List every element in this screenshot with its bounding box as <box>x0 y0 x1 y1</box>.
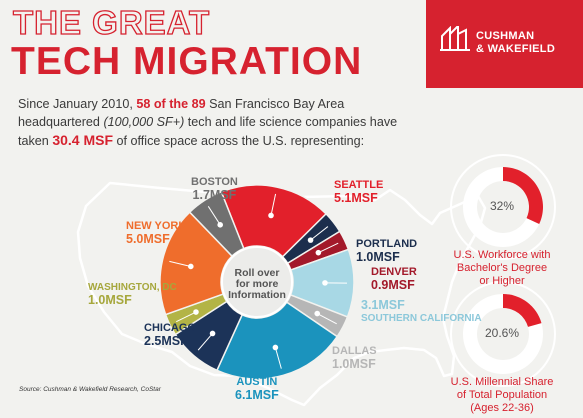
stat1-caption: U.S. Workforce with Bachelor's Degree or… <box>453 249 551 287</box>
label-new-york: NEW YORK 5.0MSF <box>126 220 187 246</box>
donut-center[interactable] <box>221 246 293 318</box>
outer-ring <box>450 281 556 387</box>
label-dallas: DALLAS 1.0MSF <box>332 345 377 371</box>
leader-line-portland <box>310 226 329 241</box>
marker-dot-boston <box>217 222 223 228</box>
label-denver: DENVER 0.9MSF <box>371 266 417 292</box>
us-map-outline <box>76 181 487 407</box>
brand-name: CUSHMAN & WAKEFIELD <box>476 30 556 55</box>
label-chicago: CHICAGO 2.5MSF <box>144 322 196 348</box>
marker-dot-southern-california <box>322 280 328 286</box>
marker-dot-portland <box>307 237 314 243</box>
title-line-1: THE GREAT <box>12 3 211 41</box>
label-seattle: SEATTLE 5.1MSF <box>334 179 384 205</box>
stat2-caption: U.S. Millennial Share of Total Populatio… <box>450 376 554 414</box>
rollover-hint: Roll over for more Information <box>228 267 286 301</box>
brand-badge[interactable]: CUSHMAN & WAKEFIELD <box>426 0 583 88</box>
label-washington-dc: WASHINGTON, DC 1.0MSF <box>88 282 177 307</box>
marker-dot-denver <box>315 249 322 256</box>
leader-line-washington-dc <box>176 311 197 323</box>
label-austin: AUSTIN 6.1MSF <box>235 376 279 402</box>
leader-line-seattle <box>270 193 277 216</box>
leader-line-dallas <box>316 313 337 325</box>
office-space-donut[interactable] <box>159 184 355 380</box>
stat2-value: 20.6% <box>484 326 520 340</box>
marker-dot-new-york <box>188 263 194 270</box>
marker-dot-dallas <box>314 310 321 317</box>
label-portland: PORTLAND 1.0MSF <box>356 238 418 264</box>
source-note: Source: Cushman & Wakefield Research, Co… <box>19 386 161 393</box>
label-boston: BOSTON 1.7MSF <box>191 176 238 202</box>
outer-ring <box>450 154 556 260</box>
marker-dot-chicago <box>209 330 216 337</box>
donut-value-segment[interactable] <box>503 167 543 225</box>
building-logo-icon <box>440 26 470 51</box>
leader-line-chicago <box>197 333 213 351</box>
bachelor-degree-donut[interactable] <box>450 154 556 260</box>
leader-line-new-york <box>169 260 191 267</box>
marker-dot-washington-dc <box>193 309 199 315</box>
marker-dot-seattle <box>268 212 274 219</box>
stat1-value: 32% <box>489 199 515 213</box>
label-southern-california: 3.1MSF SOUTHERN CALIFORNIA <box>361 298 482 325</box>
leader-line-austin <box>274 347 282 369</box>
marker-dot-austin <box>272 344 279 351</box>
donut-value-segment[interactable] <box>503 294 542 327</box>
title-line-2: TECH MIGRATION <box>11 40 363 83</box>
leader-line-denver <box>318 242 339 254</box>
leader-line-boston <box>207 206 221 226</box>
millennial-share-donut[interactable] <box>450 281 556 387</box>
intro-paragraph: Since January 2010, 58 of the 89 San Fra… <box>18 97 398 148</box>
